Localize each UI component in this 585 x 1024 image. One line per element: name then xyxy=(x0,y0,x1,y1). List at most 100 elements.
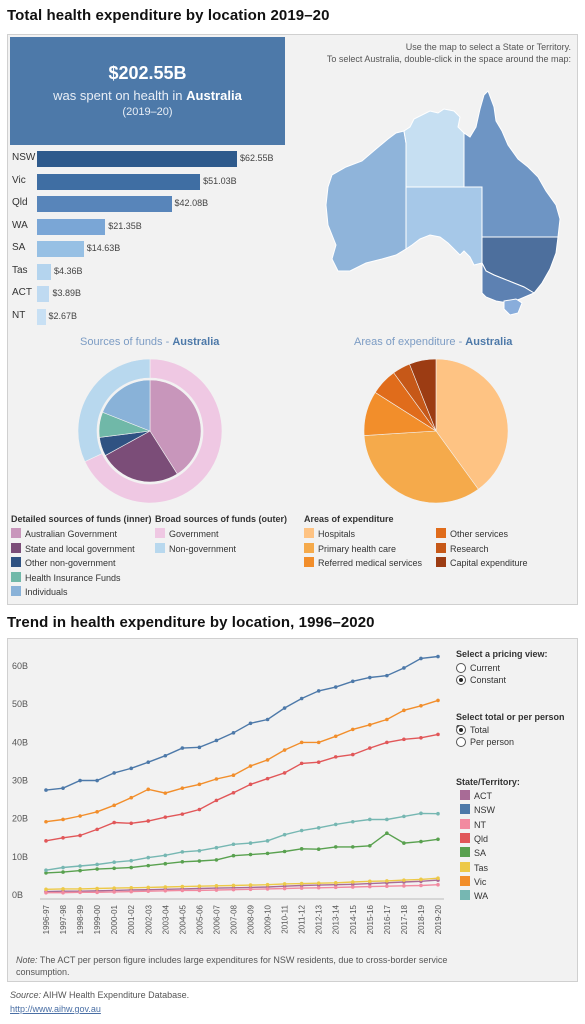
bar-value-label: $62.55B xyxy=(240,153,274,163)
radio-current-icon[interactable] xyxy=(456,663,466,673)
point-nsw xyxy=(129,766,134,771)
bar-row-tas[interactable]: Tas $4.36B xyxy=(8,261,298,283)
radio-constant-icon[interactable] xyxy=(456,675,466,685)
map-state-sa[interactable] xyxy=(405,186,483,266)
point-wa xyxy=(333,822,338,827)
legend-item-hospitals[interactable]: Hospitals xyxy=(304,528,355,540)
areas-pie-title: Areas of expenditure - Australia xyxy=(354,336,512,348)
state-legend-item-act[interactable]: ACT xyxy=(460,790,492,802)
legend-item-individuals[interactable]: Individuals xyxy=(11,586,68,598)
bar-row-nsw[interactable]: NSW $62.55B xyxy=(8,148,298,170)
source-link[interactable]: http://www.aihw.gov.au xyxy=(10,1004,101,1014)
legend-item-referred-medical-services[interactable]: Referred medical services xyxy=(304,557,422,569)
total-option-per-person[interactable]: Per person xyxy=(456,735,514,749)
areas-pie-title-prefix: Areas of expenditure - xyxy=(354,336,466,348)
point-wa xyxy=(265,839,270,843)
bar-nt[interactable] xyxy=(37,308,46,325)
point-wa xyxy=(402,814,406,819)
state-legend-item-wa[interactable]: WA xyxy=(460,890,488,902)
total-option-total[interactable]: Total xyxy=(456,723,489,737)
legend-item-australian-government[interactable]: Australian Government xyxy=(11,528,117,540)
area-slice-capital-expenditure[interactable] xyxy=(409,358,437,432)
bar-wa[interactable] xyxy=(37,218,106,235)
legend-item-research[interactable]: Research xyxy=(436,542,489,555)
inner-slice-individuals[interactable] xyxy=(102,379,151,432)
point-wa xyxy=(112,860,116,864)
source-line: Source: AIHW Health Expenditure Database… xyxy=(10,990,189,1000)
inner-slice-state-and-local-government[interactable] xyxy=(104,430,178,483)
bar-row-sa[interactable]: SA $14.63B xyxy=(8,238,298,260)
legend-item-government[interactable]: Government xyxy=(155,528,219,540)
x-tick-label: 2009-10 xyxy=(264,904,273,934)
pricing-option-constant[interactable]: Constant xyxy=(456,673,506,687)
state-legend-item-nsw[interactable]: NSW xyxy=(460,804,495,816)
legend-item-other-non-government[interactable]: Other non-government xyxy=(11,557,116,569)
legend-label: Tas xyxy=(474,862,489,873)
bar-vic[interactable] xyxy=(37,173,201,190)
point-wa xyxy=(180,850,185,854)
y-tick-label: 20B xyxy=(12,814,28,824)
legend-label: Hospitals xyxy=(318,529,356,539)
x-tick-label: 2017-18 xyxy=(400,904,409,934)
state-legend-item-sa[interactable]: SA xyxy=(460,847,486,859)
bar-sa[interactable] xyxy=(37,241,84,257)
bar-nsw[interactable] xyxy=(37,151,237,167)
point-qld xyxy=(265,776,270,781)
bar-tas[interactable] xyxy=(37,263,51,280)
legend-label: Australian Government xyxy=(25,529,118,539)
point-sa xyxy=(265,851,270,856)
sources-of-funds-pie[interactable] xyxy=(76,357,224,505)
legend-item-capital-expenditure[interactable]: Capital expenditure xyxy=(436,557,528,569)
point-qld xyxy=(44,839,48,843)
point-nt xyxy=(436,882,440,887)
legend-item-other-services[interactable]: Other services xyxy=(436,528,508,540)
map-state-tas[interactable] xyxy=(503,298,523,316)
outer-slice-government[interactable] xyxy=(84,358,223,504)
state-legend-item-tas[interactable]: Tas xyxy=(460,861,489,874)
legend-label: NT xyxy=(474,819,486,830)
legend-item-state-and-local-government[interactable]: State and local government xyxy=(11,542,135,555)
pricing-option-current[interactable]: Current xyxy=(456,661,500,675)
point-wa xyxy=(146,855,151,860)
bar-row-qld[interactable]: Qld $42.08B xyxy=(8,193,298,215)
area-slice-primary-health-care[interactable] xyxy=(363,430,479,504)
bar-row-wa[interactable]: WA $21.35B xyxy=(8,216,298,238)
point-vic xyxy=(436,698,440,703)
outer-slice-non-government[interactable] xyxy=(77,358,151,463)
bar-qld[interactable] xyxy=(37,196,172,212)
bar-row-nt[interactable]: NT $2.67B xyxy=(8,306,298,328)
australia-map[interactable] xyxy=(324,87,576,317)
point-wa xyxy=(44,868,48,872)
radio-per-person-icon[interactable] xyxy=(456,737,466,747)
state-legend-item-nt[interactable]: NT xyxy=(460,818,486,831)
sources-pie-title-prefix: Sources of funds - xyxy=(80,336,173,348)
map-state-qld[interactable] xyxy=(463,90,561,238)
map-state-vic[interactable] xyxy=(481,262,536,304)
bar-row-act[interactable]: ACT $3.89B xyxy=(8,283,298,305)
map-state-wa[interactable] xyxy=(325,130,407,272)
point-vic xyxy=(333,734,338,739)
series-nt xyxy=(44,882,440,895)
legend-label: NSW xyxy=(474,805,495,816)
bar-row-vic[interactable]: Vic $51.03B xyxy=(8,171,298,193)
trend-panel: 0B 10B 20B 30B 40B 50B 60B 1996-97 1997-98 1998-9… xyxy=(7,638,578,982)
point-nt xyxy=(163,889,168,893)
point-wa xyxy=(78,864,82,868)
state-legend-item-qld[interactable]: Qld xyxy=(460,832,488,845)
areas-of-expenditure-pie[interactable] xyxy=(362,357,510,505)
point-nsw xyxy=(95,778,99,783)
radio-total-icon[interactable] xyxy=(456,725,466,735)
kpi-year: (2019–20) xyxy=(122,106,173,118)
bar-act[interactable] xyxy=(37,286,50,302)
map-state-nt[interactable] xyxy=(403,108,465,188)
point-wa xyxy=(248,841,253,845)
legend-item-health-insurance-funds[interactable]: Health Insurance Funds xyxy=(11,571,121,584)
legend-item-primary-health-care[interactable]: Primary health care xyxy=(304,542,396,555)
map-instructions: Use the map to select a State or Territo… xyxy=(327,41,571,65)
legend-item-non-government[interactable]: Non-government xyxy=(155,542,236,555)
legend-swatch xyxy=(11,571,21,582)
area-slice-hospitals[interactable] xyxy=(435,358,509,490)
point-nsw xyxy=(61,786,65,790)
kpi-amount: $202.55B xyxy=(108,63,187,83)
state-legend-item-vic[interactable]: Vic xyxy=(460,875,486,888)
